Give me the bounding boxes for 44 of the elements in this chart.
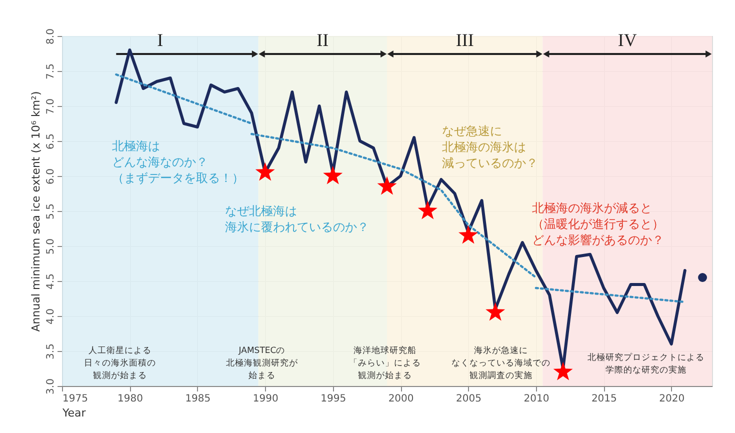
y-tick-label: 6.0: [46, 168, 56, 184]
x-tick-label: 2010: [524, 394, 550, 404]
point: [486, 302, 506, 321]
band-label: IV: [618, 30, 637, 50]
x-tick-label: 2020: [659, 394, 685, 404]
y-tick-label: 7.5: [46, 64, 56, 80]
y-tick-label: 8.0: [46, 28, 56, 44]
annotation: 北極海の海氷が減ると（温暖化が進行すると）どんな影響があるのか？: [532, 201, 664, 247]
y-tick-label: 6.5: [46, 134, 56, 150]
x-tick-label: 2005: [456, 394, 482, 404]
x-tick-label: 1980: [117, 394, 143, 404]
x-tick-label: 2015: [591, 394, 617, 404]
y-tick-label: 4.5: [46, 274, 56, 290]
point: [255, 162, 275, 181]
y-tick-label: 3.5: [46, 344, 56, 360]
x-axis-title: Year: [62, 406, 86, 420]
point: [323, 166, 343, 184]
point: [698, 273, 707, 282]
annotation: なぜ急速に北極海の海氷は減っているのか？: [442, 124, 538, 170]
point: [418, 200, 438, 220]
x-tick-label: 1975: [62, 394, 88, 404]
annotation: 海洋地球研究船「みらい」による観測が始まる: [349, 345, 421, 381]
y-tick-label: 7.0: [46, 98, 56, 114]
y-tick-label: 5.5: [46, 204, 56, 220]
x-tick-label: 1990: [252, 394, 278, 404]
y-tick-label: 3.0: [46, 378, 56, 394]
annotation: 人工衛星による日々の海氷面積の観測が始まる: [84, 345, 156, 381]
annotation: 北極海はどんな海なのか？（まずデータを取る！）: [112, 139, 244, 185]
point: [377, 176, 397, 195]
y-tick-label: 4.0: [46, 308, 56, 324]
y-tick-label: 5.0: [46, 238, 56, 254]
x-tick-label: 2000: [388, 394, 414, 404]
annotation: なぜ北極海は海氷に覆われているのか？: [225, 204, 369, 234]
point: [458, 225, 478, 244]
band-label: II: [316, 30, 329, 50]
annotation: 北極研究プロジェクトによる学際的な研究の実施: [588, 352, 704, 376]
x-tick-label: 1985: [185, 394, 211, 404]
annotation: 海氷が急速になくなっている海域での観測調査の実施: [452, 345, 550, 381]
band-label: I: [157, 30, 164, 50]
x-tick-label: 1995: [320, 394, 346, 404]
y-axis-title: Annual minimum sea ice extent (x 10⁶ km²): [30, 91, 42, 332]
band-label: III: [456, 30, 474, 50]
point: [553, 362, 573, 380]
annotation: JAMSTECの北極海観測研究が始まる: [226, 346, 299, 381]
